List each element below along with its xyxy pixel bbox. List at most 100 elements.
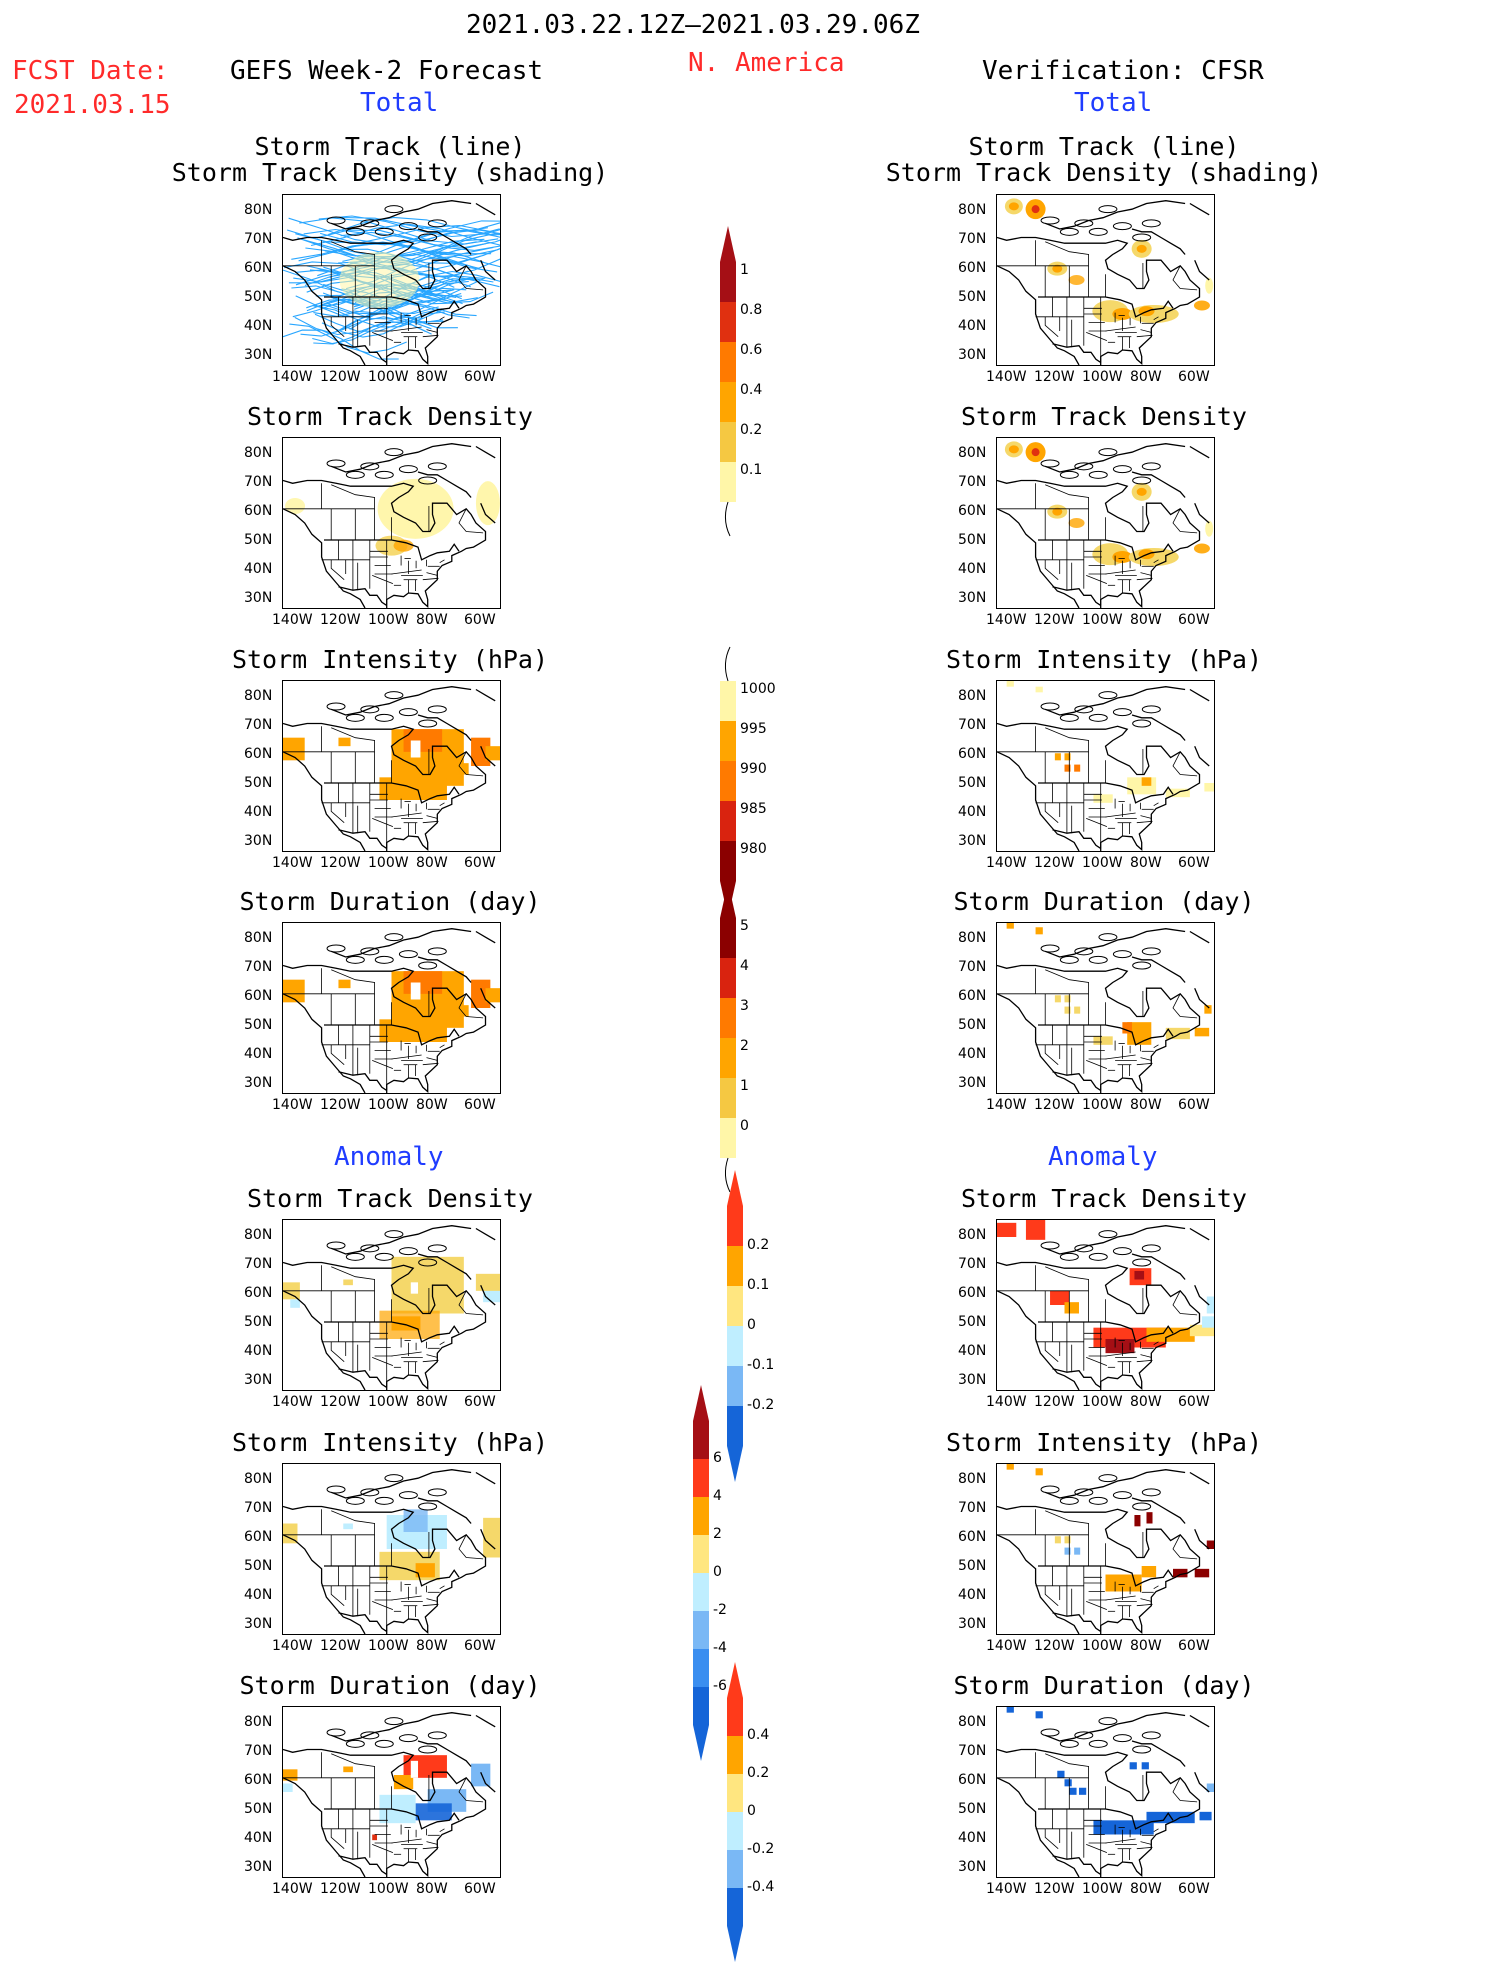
- lat-tick-label: 30N: [244, 1616, 273, 1632]
- lat-tick-label: 80N: [244, 930, 273, 946]
- shading-cell: [1057, 1770, 1065, 1778]
- shading-cell: [459, 763, 469, 775]
- lon-tick-label: 80W: [1130, 1394, 1162, 1410]
- colorbar-segment: [720, 841, 736, 881]
- lat-tick-label: 40N: [958, 1830, 987, 1846]
- shading-cell: [1129, 1762, 1137, 1770]
- colorbar-segment: [720, 761, 736, 801]
- lat-tick-label: 50N: [244, 289, 273, 305]
- shading-cell: [1064, 1536, 1071, 1544]
- verification-total-density-map: [996, 437, 1215, 609]
- density-blob: [393, 539, 414, 552]
- colorbar-segment: [720, 422, 736, 462]
- colorbar-label: 5: [740, 918, 749, 934]
- density-blob: [1008, 445, 1019, 454]
- colorbar-label: 0: [747, 1803, 756, 1819]
- lat-tick-label: 80N: [958, 930, 987, 946]
- colorbar-segment: [720, 262, 736, 302]
- shading-cell: [1134, 1271, 1145, 1280]
- colorbar-segment: [727, 1246, 743, 1286]
- lon-tick-label: 140W: [272, 1638, 313, 1654]
- colorbar-label: -4: [713, 1640, 727, 1656]
- colorbar-label: 995: [740, 721, 767, 737]
- density-total-colorbar: [720, 226, 736, 537]
- lat-tick-label: 70N: [958, 1256, 987, 1272]
- shading-cell: [1006, 681, 1014, 687]
- density-blob: [1052, 264, 1063, 273]
- shading-cell: [1006, 923, 1014, 929]
- lon-tick-label: 80W: [416, 1394, 448, 1410]
- lat-tick-label: 40N: [244, 1343, 273, 1359]
- colorbar-tip: [727, 1662, 743, 1698]
- shading-cell: [403, 1509, 428, 1532]
- lat-tick-label: 60N: [244, 1285, 273, 1301]
- fcst-date-value: 2021.03.15: [14, 90, 171, 120]
- lat-tick-label: 40N: [958, 318, 987, 334]
- lat-tick-label: 50N: [244, 1801, 273, 1817]
- lat-tick-label: 30N: [958, 1075, 987, 1091]
- shading-cell: [1074, 1547, 1081, 1555]
- shading-cell: [1201, 1316, 1214, 1328]
- lon-tick-label: 140W: [986, 1881, 1027, 1897]
- shading-cell: [393, 1775, 414, 1790]
- lon-tick-label: 120W: [320, 1394, 361, 1410]
- colorbar-label: 2: [740, 1038, 749, 1054]
- colorbar-label: -0.2: [747, 1841, 775, 1857]
- lon-tick-label: 120W: [320, 612, 361, 628]
- shading-cell: [1206, 1296, 1214, 1314]
- density-blob: [1193, 300, 1210, 311]
- density-blob: [1205, 277, 1214, 294]
- shading-cell: [459, 1005, 469, 1017]
- lon-tick-label: 100W: [368, 1394, 409, 1410]
- lat-tick-label: 30N: [244, 1075, 273, 1091]
- verification-total-intensity-title: Storm Intensity (hPa): [945, 645, 1263, 674]
- shading-cell: [1127, 777, 1157, 795]
- shading-cell: [1074, 764, 1081, 772]
- colorbar-segment: [720, 998, 736, 1038]
- lon-tick-label: 100W: [1082, 855, 1123, 871]
- lon-tick-label: 120W: [320, 1638, 361, 1654]
- colorbar-segment: [727, 1812, 743, 1850]
- colorbar-label: -6: [713, 1678, 727, 1694]
- lon-tick-label: 120W: [1034, 612, 1075, 628]
- shading-cell: [343, 1279, 353, 1286]
- colorbar-label: 1: [740, 262, 749, 278]
- shading-cell: [1064, 1006, 1071, 1014]
- verification-anomaly-density-title: Storm Track Density: [961, 1184, 1247, 1213]
- lat-tick-label: 60N: [244, 503, 273, 519]
- colorbar-tip: [720, 226, 736, 262]
- lon-tick-label: 80W: [416, 1881, 448, 1897]
- shading-cell: [403, 971, 443, 994]
- lon-tick-label: 140W: [272, 1394, 313, 1410]
- lat-tick-label: 50N: [958, 289, 987, 305]
- shading-cell: [403, 729, 443, 752]
- forecast-anomaly-intensity-title: Storm Intensity (hPa): [231, 1428, 549, 1457]
- forecast-total-density-map: [282, 437, 501, 609]
- lat-tick-label: 60N: [958, 988, 987, 1004]
- density-anom-colorbar: [727, 1170, 743, 1482]
- density-blob: [377, 478, 454, 539]
- lat-tick-label: 80N: [244, 1471, 273, 1487]
- lat-tick-label: 80N: [244, 202, 273, 218]
- lat-tick-label: 80N: [958, 202, 987, 218]
- density-blob: [1031, 448, 1040, 457]
- forecast-total-intensity-map: [282, 680, 501, 852]
- lat-tick-label: 70N: [958, 231, 987, 247]
- colorbar-segment: [727, 1888, 743, 1926]
- colorbar-tip: [727, 1446, 743, 1482]
- lat-tick-label: 50N: [958, 1801, 987, 1817]
- lon-tick-label: 140W: [272, 612, 313, 628]
- lat-tick-label: 40N: [244, 1587, 273, 1603]
- shading-cell: [283, 1523, 298, 1544]
- shading-cell: [1054, 753, 1061, 761]
- shading-cell: [1035, 1468, 1043, 1476]
- lon-tick-label: 140W: [986, 1638, 1027, 1654]
- colorbar-segment: [720, 721, 736, 761]
- colorbar-segment: [720, 801, 736, 841]
- lon-tick-label: 120W: [1034, 1394, 1075, 1410]
- lon-tick-label: 140W: [986, 1394, 1027, 1410]
- shading-cell: [997, 1222, 1017, 1237]
- lat-tick-label: 40N: [244, 561, 273, 577]
- shading-cell: [1006, 1464, 1014, 1470]
- colorbar-label: 1: [740, 1078, 749, 1094]
